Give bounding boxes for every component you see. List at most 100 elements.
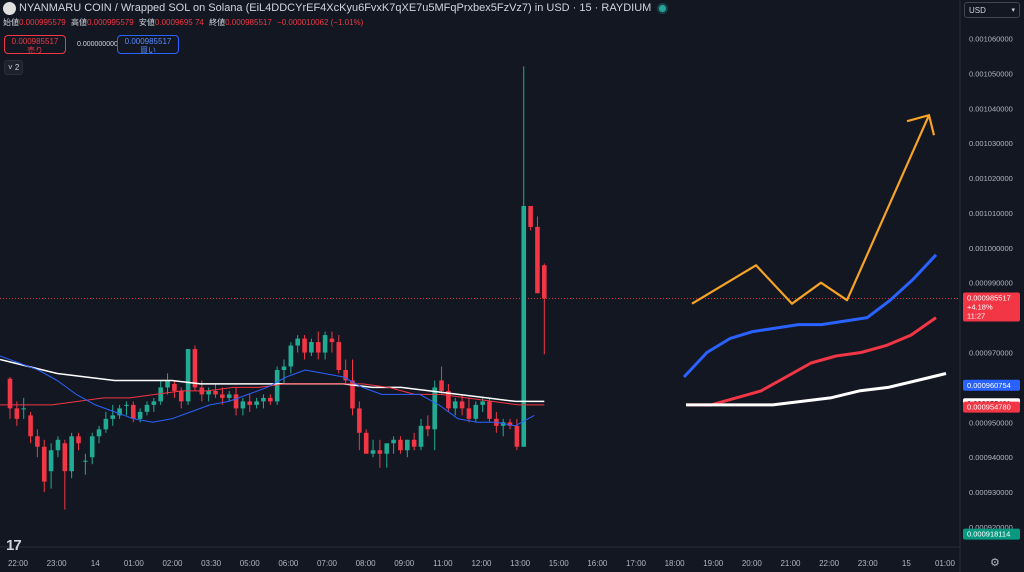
ma-blue-line (0, 355, 535, 427)
symbol-title[interactable]: NYANMARU COIN / Wrapped SOL on Solana (E… (19, 2, 652, 14)
time-tick-label: 20:00 (742, 559, 763, 568)
candle-body (288, 345, 294, 367)
candle-body (28, 415, 33, 437)
candle-body (446, 390, 451, 409)
candle-body (226, 394, 232, 398)
candle-body (110, 415, 116, 419)
time-tick-label: 17:00 (626, 559, 647, 568)
ma-white-line (0, 358, 545, 403)
candle-body (309, 342, 314, 353)
time-tick-label: 19:00 (703, 559, 724, 568)
candle-body (96, 429, 102, 437)
candle-body (124, 404, 129, 406)
chevron-down-icon: ▾ (1011, 7, 1015, 14)
candle-body (302, 338, 307, 353)
last-price-tag-text: +4.18% (967, 302, 993, 311)
candle-body (466, 408, 472, 419)
time-tick-label: 06:00 (278, 559, 299, 568)
time-tick-label: 09:00 (394, 559, 415, 568)
candle-body (41, 446, 47, 482)
candle-body (137, 411, 143, 419)
candle-body (55, 439, 61, 451)
price-tick-label: 0.001010000 (969, 209, 1013, 218)
candle-body (514, 425, 520, 447)
candle-body (69, 436, 74, 472)
time-tick-label: 07:00 (317, 559, 338, 568)
candle-body (254, 401, 259, 405)
candle-body (21, 408, 26, 410)
price-tick-label: 0.001040000 (969, 104, 1013, 113)
candle-body (172, 383, 177, 391)
price-tick-label: 0.000940000 (969, 453, 1013, 462)
time-tick-label: 21:00 (780, 559, 801, 568)
currency-select[interactable]: USD ▾ (964, 2, 1020, 18)
spread-value: 0.000000000 (77, 41, 118, 48)
sell-label: 売り (27, 46, 43, 55)
time-tick-label: 23:00 (47, 559, 68, 568)
candle-body (322, 335, 328, 353)
candle-body (268, 397, 273, 402)
candle-body (158, 387, 163, 402)
blue-ma-tag (963, 379, 1020, 391)
candle-body (192, 349, 198, 388)
candle-body (281, 366, 287, 370)
settings-gear-icon[interactable]: ⚙ (990, 557, 1000, 569)
candle-body (391, 439, 396, 444)
candle-body (473, 404, 479, 419)
candle-body (315, 342, 321, 353)
candle-body (528, 205, 533, 227)
time-tick-label: 15:00 (549, 559, 570, 568)
time-tick-label: 02:00 (162, 559, 183, 568)
price-tick-label: 0.001020000 (969, 174, 1013, 183)
time-tick-label: 22:00 (819, 559, 840, 568)
buy-button[interactable]: 0.000985517 買い (117, 35, 179, 55)
candle-body (7, 378, 13, 409)
ma-red-line (0, 383, 545, 406)
arrow-head (906, 113, 936, 136)
price-tick-label: 0.001060000 (969, 34, 1013, 43)
red-ma-tag (963, 401, 1020, 413)
market-status-icon[interactable] (659, 4, 667, 12)
buy-label: 買い (140, 46, 156, 55)
candle-body (336, 342, 342, 370)
candle-body (131, 404, 136, 419)
time-tick-label: 08:00 (356, 559, 377, 568)
candle-body (83, 460, 88, 462)
price-tick-label: 0.000950000 (969, 418, 1013, 427)
tradingview-logo-icon[interactable]: 17 (6, 537, 22, 554)
time-tick-label: 23:00 (858, 559, 879, 568)
candle-body (165, 380, 170, 388)
candle-body (274, 369, 280, 402)
time-tick-label: 16:00 (587, 559, 608, 568)
time-tick-label: 01:00 (124, 559, 145, 568)
candle-body (425, 425, 431, 430)
projection-blue-line (682, 253, 938, 379)
indicators-toggle[interactable]: ˅ 2 (4, 60, 24, 75)
candle-body (144, 404, 150, 412)
candle-body (233, 394, 239, 409)
candle-body (370, 450, 376, 454)
candle-body (405, 439, 410, 451)
candle-body (261, 397, 266, 402)
last-price-tag-text: 11:27 (967, 311, 985, 320)
candle-body (343, 369, 348, 381)
candle-body (213, 390, 218, 395)
price-tick-label: 0.001000000 (969, 244, 1013, 253)
time-tick-label: 15 (902, 559, 911, 568)
price-tick-label: 0.001030000 (969, 139, 1013, 148)
candle-body (185, 349, 191, 402)
candle-body (439, 380, 444, 391)
candle-body (48, 450, 54, 472)
price-tick-label: 0.001050000 (969, 69, 1013, 78)
sell-button[interactable]: 0.000985517 売り (4, 35, 66, 55)
sell-price: 0.000985517 (11, 37, 59, 46)
candle-body (452, 401, 458, 409)
symbol-header[interactable]: NYANMARU COIN / Wrapped SOL on Solana (E… (0, 0, 667, 16)
candle-body (377, 450, 383, 454)
candle-body (14, 408, 20, 419)
time-tick-label: 03:30 (201, 559, 222, 568)
candle-body (487, 401, 492, 419)
candle-body (240, 401, 246, 409)
projection-red-line (686, 316, 937, 407)
